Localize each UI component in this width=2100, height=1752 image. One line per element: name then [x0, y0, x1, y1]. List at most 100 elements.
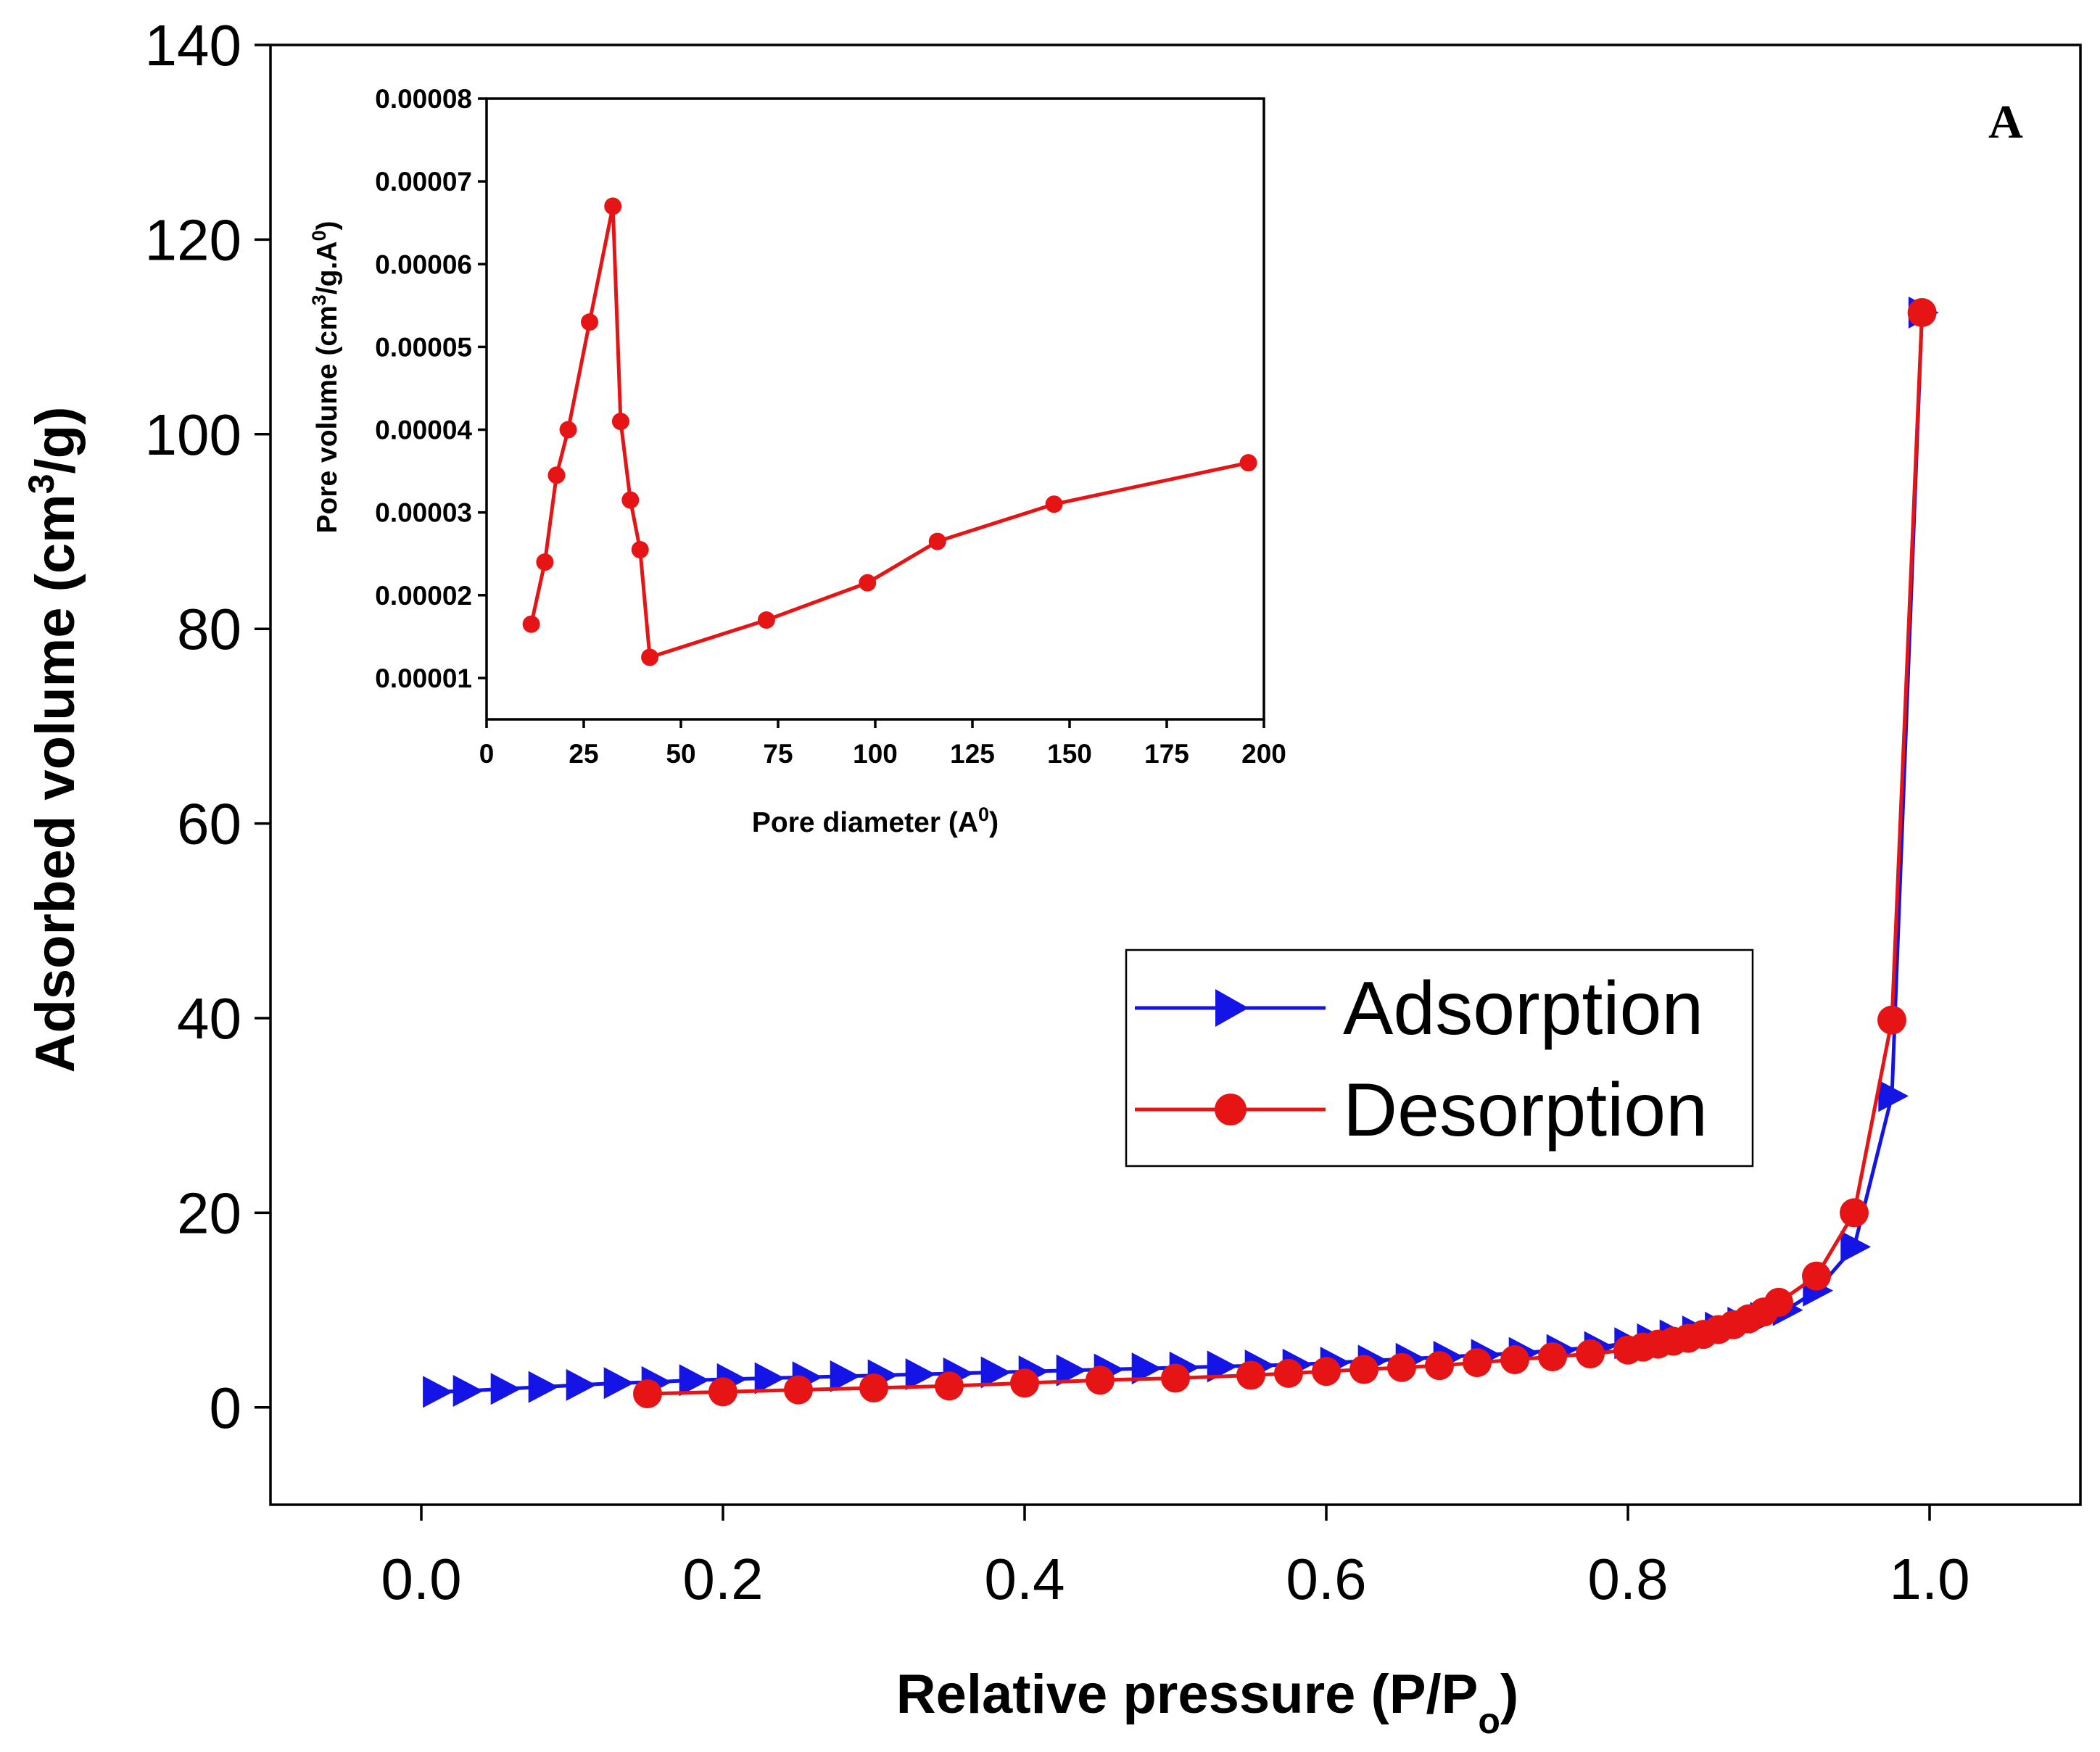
main-y-tick-label: 0: [210, 1376, 242, 1440]
inset-x-tick-label: 125: [950, 739, 995, 769]
main-x-tick-label: 0.0: [381, 1547, 461, 1611]
main-x-tick-label: 0.8: [1587, 1547, 1668, 1611]
legend-label-desorption: Desorption: [1343, 1068, 1708, 1152]
data-point-desorption: [1274, 1358, 1303, 1388]
inset-y-axis-title-end: ): [312, 220, 343, 230]
data-point-pore-volume: [604, 197, 622, 215]
inset-x-tick-label: 100: [853, 739, 898, 769]
data-point-pore-volume: [757, 611, 775, 629]
data-point-desorption: [1349, 1355, 1378, 1384]
data-point-pore-volume: [522, 615, 540, 633]
data-point-pore-volume: [536, 553, 554, 571]
data-point-desorption: [1236, 1360, 1265, 1390]
data-point-pore-volume: [611, 413, 629, 431]
data-point-desorption: [1010, 1368, 1039, 1398]
panel-label: A: [1988, 96, 2023, 149]
main-x-tick-label: 0.2: [682, 1547, 763, 1611]
main-x-tick-label: 1.0: [1889, 1547, 1969, 1611]
main-y-tick-label: 120: [145, 207, 241, 272]
main-plot-frame: [269, 44, 2082, 1506]
inset-x-axis-title: Pore diameter (A0): [752, 803, 999, 838]
data-point-adsorption: [679, 1364, 710, 1397]
inset-x-axis: 0 25 50 75 100 125 150 175 200: [479, 719, 1286, 769]
inset-y-axis-title: Pore volume (cm3/g.A0): [308, 220, 343, 533]
data-point-desorption: [1802, 1261, 1831, 1291]
inset-x-axis-title-sup: 0: [978, 803, 989, 825]
main-y-tick-label: 80: [177, 597, 241, 661]
legend-entry-adsorption: Adsorption: [1135, 967, 1703, 1051]
data-point-desorption: [1463, 1348, 1492, 1378]
inset-series-layer: [522, 197, 1257, 666]
inset-x-tick-label: 200: [1241, 739, 1286, 769]
inset-y-tick-label: 0.00003: [375, 498, 472, 528]
main-x-axis-title-end: ): [1500, 1664, 1518, 1725]
data-point-adsorption: [566, 1368, 597, 1401]
inset-y-axis: 0.00001 0.00002 0.00003 0.00004 0.00005 0.000…: [375, 84, 487, 693]
data-point-desorption: [1387, 1352, 1416, 1382]
data-point-pore-volume: [547, 466, 566, 484]
main-y-axis-title-end: /g): [25, 407, 86, 474]
main-series-layer: [423, 297, 1939, 1409]
data-point-pore-volume: [859, 574, 877, 592]
main-x-axis-title-sub: o: [1478, 1701, 1500, 1741]
inset-y-tick-label: 0.00002: [375, 581, 472, 611]
main-x-tick-label: 0.4: [984, 1547, 1065, 1611]
inset-y-tick-label: 0.00005: [375, 332, 472, 362]
data-point-pore-volume: [621, 491, 640, 509]
main-y-tick-label: 140: [145, 13, 241, 78]
data-point-pore-volume: [559, 421, 577, 439]
inset-x-tick-label: 150: [1047, 739, 1092, 769]
data-point-desorption: [935, 1371, 964, 1401]
inset-x-axis-title-text: Pore diameter (A: [752, 807, 978, 838]
inset-plot: 0.00001 0.00002 0.00003 0.00004 0.00005 0.000…: [308, 84, 1286, 838]
inset-x-tick-label: 175: [1144, 739, 1189, 769]
inset-y-axis-title-sup2: 0: [308, 230, 330, 241]
data-point-desorption: [1161, 1363, 1190, 1393]
data-point-pore-volume: [631, 541, 649, 559]
main-y-tick-label: 20: [177, 1181, 241, 1245]
data-point-adsorption: [528, 1371, 559, 1403]
data-point-desorption: [1086, 1365, 1115, 1395]
inset-x-tick-label: 50: [666, 739, 695, 769]
data-point-adsorption: [754, 1362, 785, 1394]
data-point-desorption: [1500, 1345, 1529, 1375]
data-point-adsorption: [830, 1360, 861, 1392]
series-desorption: [633, 298, 1937, 1409]
data-point-pore-volume: [1239, 454, 1257, 472]
inset-x-tick-label: 0: [479, 739, 495, 769]
inset-x-tick-label: 25: [569, 739, 598, 769]
data-point-desorption: [1576, 1339, 1605, 1368]
series-pore-volume: [522, 197, 1257, 666]
data-point-adsorption: [1056, 1354, 1087, 1387]
main-x-axis-title: Relative pressure (P/Po): [896, 1664, 1518, 1741]
inset-y-axis-title-text: Pore volume (cm: [312, 305, 343, 533]
data-point-adsorption: [1207, 1350, 1238, 1383]
legend-marker-desorption: [1215, 1094, 1247, 1125]
main-x-axis-title-text: Relative pressure (P/P: [896, 1664, 1479, 1725]
inset-y-tick-label: 0.00008: [375, 84, 472, 114]
main-y-tick-label: 40: [177, 986, 241, 1051]
inset-y-tick-label: 0.00007: [375, 167, 472, 197]
data-point-adsorption: [490, 1373, 521, 1405]
data-point-adsorption: [423, 1376, 453, 1408]
data-point-desorption: [1312, 1357, 1341, 1387]
inset-y-axis-title-mid: /g.A: [312, 241, 343, 295]
data-point-desorption: [1538, 1342, 1567, 1372]
data-point-pore-volume: [581, 313, 599, 331]
main-y-axis: 0 20 40 60 80 100 120 140: [145, 13, 270, 1440]
legend-marker-adsorption: [1215, 989, 1249, 1027]
inset-y-tick-label: 0.00004: [375, 416, 472, 445]
data-point-adsorption: [1878, 1080, 1909, 1112]
inset-y-tick-label: 0.00006: [375, 249, 472, 279]
main-y-tick-label: 60: [177, 792, 241, 856]
data-point-adsorption: [1131, 1352, 1162, 1385]
main-x-tick-label: 0.6: [1286, 1547, 1366, 1611]
inset-y-axis-title-sup: 3: [308, 294, 330, 305]
data-point-pore-volume: [641, 648, 659, 666]
data-point-pore-volume: [1045, 495, 1063, 513]
inset-x-axis-title-end: ): [989, 807, 999, 838]
data-point-desorption: [1907, 298, 1937, 328]
data-point-desorption: [1764, 1287, 1793, 1317]
data-point-desorption: [859, 1373, 888, 1402]
